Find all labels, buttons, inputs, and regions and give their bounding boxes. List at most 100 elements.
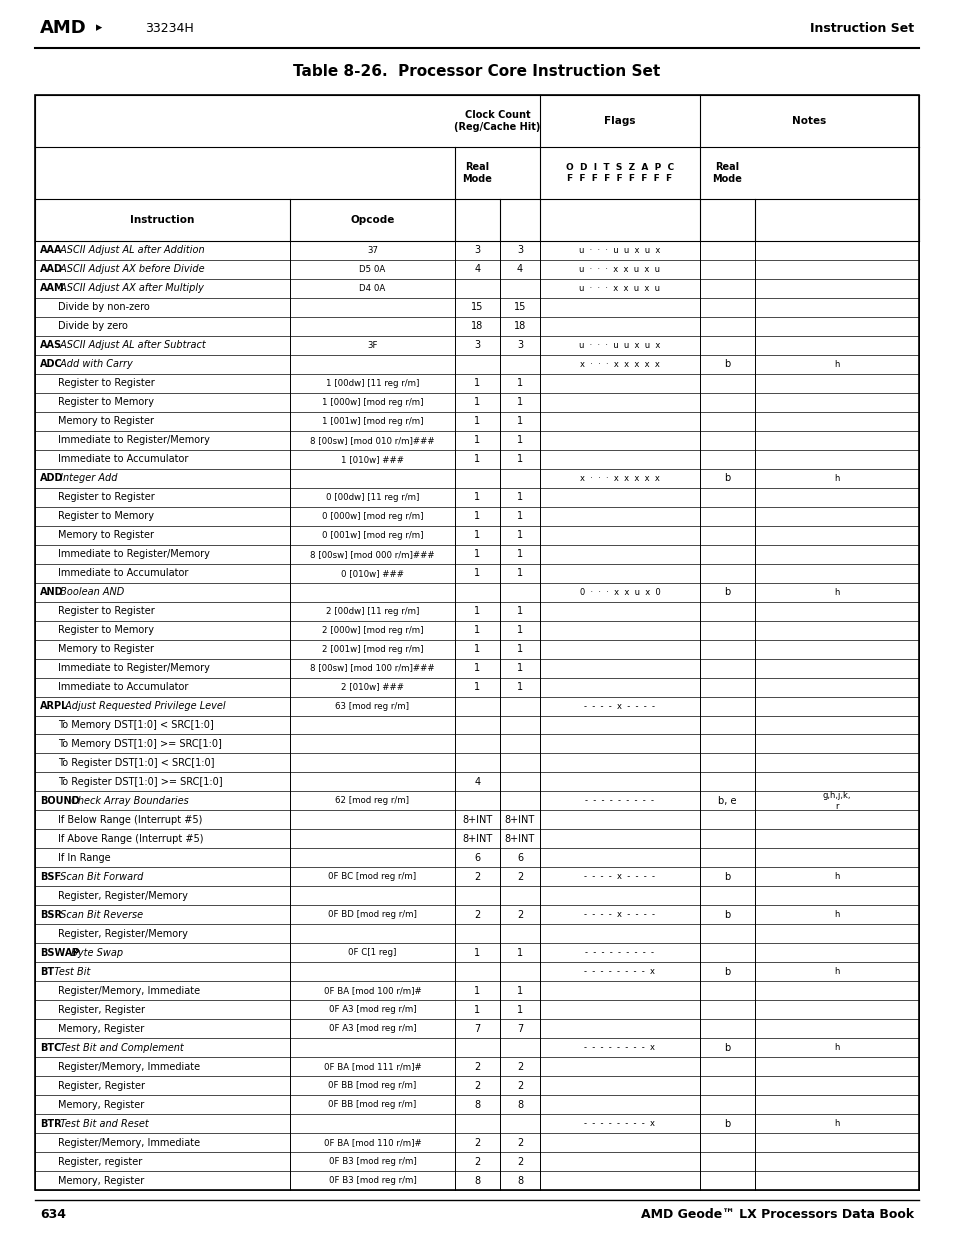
Text: 1 [001w] [mod reg r/m]: 1 [001w] [mod reg r/m] xyxy=(321,416,423,426)
Text: 1: 1 xyxy=(474,416,480,426)
Text: Byte Swap: Byte Swap xyxy=(68,947,123,958)
Text: Immediate to Register/Memory: Immediate to Register/Memory xyxy=(58,435,210,446)
Text: 1: 1 xyxy=(474,663,480,673)
Text: Memory, Register: Memory, Register xyxy=(58,1024,144,1034)
Text: Opcode: Opcode xyxy=(350,215,395,225)
Text: Register, Register/Memory: Register, Register/Memory xyxy=(58,929,188,939)
Text: 8: 8 xyxy=(474,1099,480,1109)
Text: 1: 1 xyxy=(517,645,522,655)
Text: 8 [00sw] [mod 010 r/m]###: 8 [00sw] [mod 010 r/m]### xyxy=(310,436,435,445)
Text: AMD Geode™ LX Processors Data Book: AMD Geode™ LX Processors Data Book xyxy=(640,1209,913,1221)
Text: 1: 1 xyxy=(474,606,480,616)
Text: O  D  I  T  S  Z  A  P  C
F  F  F  F  F  F  F  F  F: O D I T S Z A P C F F F F F F F F F xyxy=(565,163,674,183)
Text: b: b xyxy=(723,872,730,882)
Text: h: h xyxy=(834,872,839,882)
Text: 1: 1 xyxy=(474,398,480,408)
Text: Real
Mode: Real Mode xyxy=(712,162,741,184)
Text: u  ·  ·  ·  u  u  x  u  x: u · · · u u x u x xyxy=(578,341,660,350)
Text: 8: 8 xyxy=(474,1176,480,1186)
Text: 2: 2 xyxy=(474,872,480,882)
Text: 1: 1 xyxy=(517,398,522,408)
Text: 1: 1 xyxy=(474,378,480,388)
Text: 2 [001w] [mod reg r/m]: 2 [001w] [mod reg r/m] xyxy=(321,645,423,653)
Text: 0F BA [mod 111 r/m]#: 0F BA [mod 111 r/m]# xyxy=(323,1062,421,1071)
Text: BSR: BSR xyxy=(40,910,62,920)
Text: 8+INT: 8+INT xyxy=(462,815,492,825)
Text: 7: 7 xyxy=(474,1024,480,1034)
Text: Immediate to Accumulator: Immediate to Accumulator xyxy=(58,682,188,692)
Text: Memory, Register: Memory, Register xyxy=(58,1176,144,1186)
Text: 15: 15 xyxy=(514,303,526,312)
Text: If Above Range (Interrupt #5): If Above Range (Interrupt #5) xyxy=(58,834,203,844)
Text: 1: 1 xyxy=(517,454,522,464)
Text: To Memory DST[1:0] >= SRC[1:0]: To Memory DST[1:0] >= SRC[1:0] xyxy=(58,739,222,748)
Text: u  ·  ·  ·  x  x  u  x  u: u · · · x x u x u xyxy=(578,284,659,293)
Text: 0F BC [mod reg r/m]: 0F BC [mod reg r/m] xyxy=(328,872,416,882)
Text: 2: 2 xyxy=(517,1081,522,1091)
Text: 1: 1 xyxy=(517,663,522,673)
Text: 2: 2 xyxy=(474,910,480,920)
Text: 4: 4 xyxy=(474,777,480,787)
Text: 2 [000w] [mod reg r/m]: 2 [000w] [mod reg r/m] xyxy=(321,626,423,635)
Text: 1: 1 xyxy=(474,568,480,578)
Text: b: b xyxy=(723,967,730,977)
Text: Clock Count
(Reg/Cache Hit): Clock Count (Reg/Cache Hit) xyxy=(454,110,540,132)
Text: ADD: ADD xyxy=(40,473,64,483)
Text: Register/Memory, Immediate: Register/Memory, Immediate xyxy=(58,1137,200,1147)
Text: Register to Memory: Register to Memory xyxy=(58,511,153,521)
Text: 0F BB [mod reg r/m]: 0F BB [mod reg r/m] xyxy=(328,1081,416,1091)
Text: x  ·  ·  ·  x  x  x  x  x: x · · · x x x x x xyxy=(579,474,659,483)
Text: 0F BA [mod 110 r/m]#: 0F BA [mod 110 r/m]# xyxy=(323,1137,421,1147)
Text: 1: 1 xyxy=(517,682,522,692)
Text: 0 [00dw] [11 reg r/m]: 0 [00dw] [11 reg r/m] xyxy=(326,493,418,501)
Text: 1: 1 xyxy=(517,416,522,426)
Text: 63 [mod reg r/m]: 63 [mod reg r/m] xyxy=(335,701,409,710)
Text: Test Bit: Test Bit xyxy=(51,967,91,977)
Text: AAA: AAA xyxy=(40,246,63,256)
Text: AND: AND xyxy=(40,587,64,598)
Text: 1: 1 xyxy=(517,1005,522,1015)
Text: 6: 6 xyxy=(474,853,480,863)
Text: b: b xyxy=(723,1042,730,1052)
Text: -  -  -  -  x  -  -  -  -: - - - - x - - - - xyxy=(584,872,655,882)
Text: Add with Carry: Add with Carry xyxy=(57,359,132,369)
Text: Integer Add: Integer Add xyxy=(57,473,117,483)
Text: 0F BA [mod 100 r/m]#: 0F BA [mod 100 r/m]# xyxy=(323,987,421,995)
Text: b: b xyxy=(723,587,730,598)
Text: Register/Memory, Immediate: Register/Memory, Immediate xyxy=(58,986,200,995)
Text: 8+INT: 8+INT xyxy=(504,834,535,844)
Text: Register, Register: Register, Register xyxy=(58,1005,145,1015)
Text: Immediate to Accumulator: Immediate to Accumulator xyxy=(58,454,188,464)
Text: b, e: b, e xyxy=(718,795,736,806)
Text: Scan Bit Forward: Scan Bit Forward xyxy=(57,872,143,882)
Text: 1: 1 xyxy=(474,550,480,559)
Text: Immediate to Register/Memory: Immediate to Register/Memory xyxy=(58,663,210,673)
Text: 8 [00sw] [mod 000 r/m]###: 8 [00sw] [mod 000 r/m]### xyxy=(310,550,435,558)
Text: ASCII Adjust AL after Subtract: ASCII Adjust AL after Subtract xyxy=(57,341,205,351)
Text: 1: 1 xyxy=(474,435,480,446)
Text: Real
Mode: Real Mode xyxy=(462,162,492,184)
Text: -  -  -  -  -  -  -  -  x: - - - - - - - - x xyxy=(584,1044,655,1052)
Text: g,h,j,k,
r: g,h,j,k, r xyxy=(821,792,850,810)
Text: -  -  -  -  -  -  -  -  -: - - - - - - - - - xyxy=(585,797,654,805)
Text: Boolean AND: Boolean AND xyxy=(57,587,124,598)
Text: Test Bit and Complement: Test Bit and Complement xyxy=(57,1042,183,1052)
Text: BSF: BSF xyxy=(40,872,61,882)
Text: Register/Memory, Immediate: Register/Memory, Immediate xyxy=(58,1062,200,1072)
Text: 1 [00dw] [11 reg r/m]: 1 [00dw] [11 reg r/m] xyxy=(326,379,418,388)
Text: 1: 1 xyxy=(517,511,522,521)
Text: 3F: 3F xyxy=(367,341,377,350)
Text: h: h xyxy=(834,588,839,597)
Text: 0F C[1 reg]: 0F C[1 reg] xyxy=(348,948,396,957)
Text: 1: 1 xyxy=(517,625,522,635)
Text: D4 0A: D4 0A xyxy=(359,284,385,293)
Text: BOUND: BOUND xyxy=(40,795,79,806)
Text: 62 [mod reg r/m]: 62 [mod reg r/m] xyxy=(335,797,409,805)
Text: 1: 1 xyxy=(517,378,522,388)
Text: 0F B3 [mod reg r/m]: 0F B3 [mod reg r/m] xyxy=(328,1176,416,1186)
Text: Instruction Set: Instruction Set xyxy=(809,21,913,35)
Text: h: h xyxy=(834,1044,839,1052)
Text: BSWAP: BSWAP xyxy=(40,947,79,958)
Text: u  ·  ·  ·  x  x  u  x  u: u · · · x x u x u xyxy=(578,266,659,274)
Text: AAS: AAS xyxy=(40,341,62,351)
